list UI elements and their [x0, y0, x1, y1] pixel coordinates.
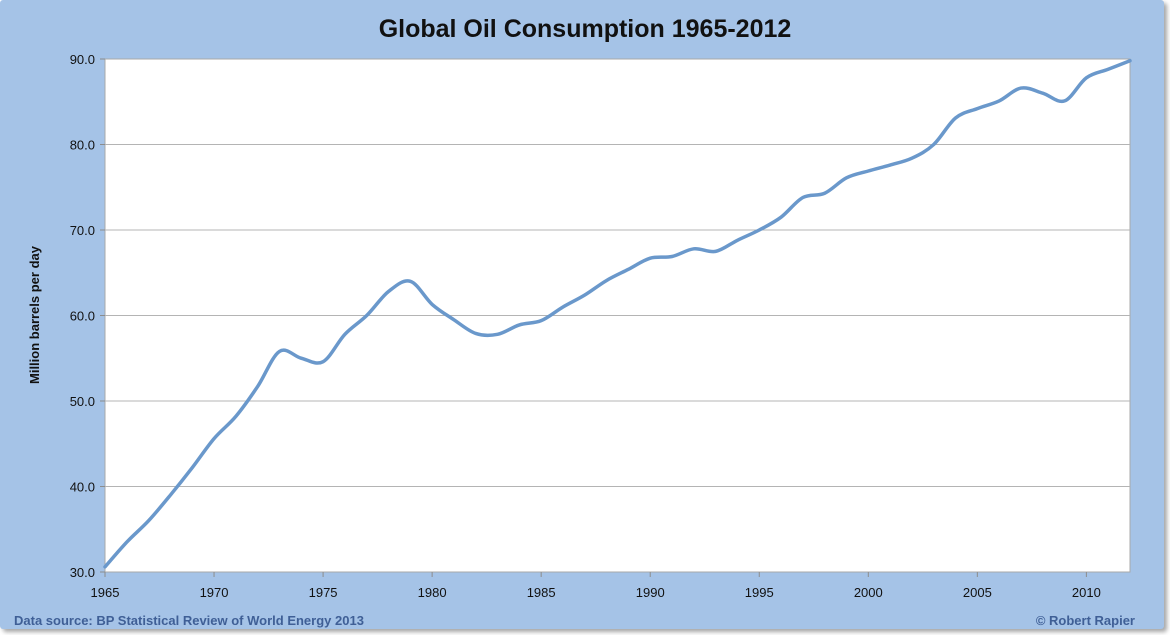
y-axis-label: Million barrels per day	[27, 245, 42, 384]
x-tick-label: 2005	[963, 585, 992, 600]
y-tick-label: 80.0	[70, 138, 95, 153]
y-tick-label: 60.0	[70, 309, 95, 324]
y-tick-label: 90.0	[70, 52, 95, 67]
x-tick-label: 1970	[200, 585, 229, 600]
x-tick-label: 1975	[309, 585, 338, 600]
gridlines	[105, 144, 1130, 487]
x-axis-ticks: 1965 1970 1975 1980 1985 1990 1995 2000 2005 2010	[91, 572, 1101, 600]
y-axis-ticks: 30.0 40.0 50.0 60.0 70.0 80.0 90.0	[70, 52, 105, 580]
data-source-note: Data source: BP Statistical Review of Wo…	[14, 613, 364, 628]
series-layer	[103, 58, 1132, 569]
copyright-credit: © Robert Rapier	[1036, 613, 1135, 628]
y-tick-label: 30.0	[70, 565, 95, 580]
x-tick-label: 1985	[527, 585, 556, 600]
x-tick-label: 1990	[636, 585, 665, 600]
y-tick-label: 70.0	[70, 223, 95, 238]
x-tick-label: 1965	[91, 585, 120, 600]
y-tick-label: 40.0	[70, 480, 95, 495]
x-tick-label: 1980	[418, 585, 447, 600]
x-tick-label: 2010	[1072, 585, 1101, 600]
x-tick-label: 1995	[745, 585, 774, 600]
oil-consumption-line	[103, 58, 1132, 569]
x-tick-label: 2000	[854, 585, 883, 600]
chart-title: Global Oil Consumption 1965-2012	[379, 15, 792, 43]
y-tick-label: 50.0	[70, 394, 95, 409]
